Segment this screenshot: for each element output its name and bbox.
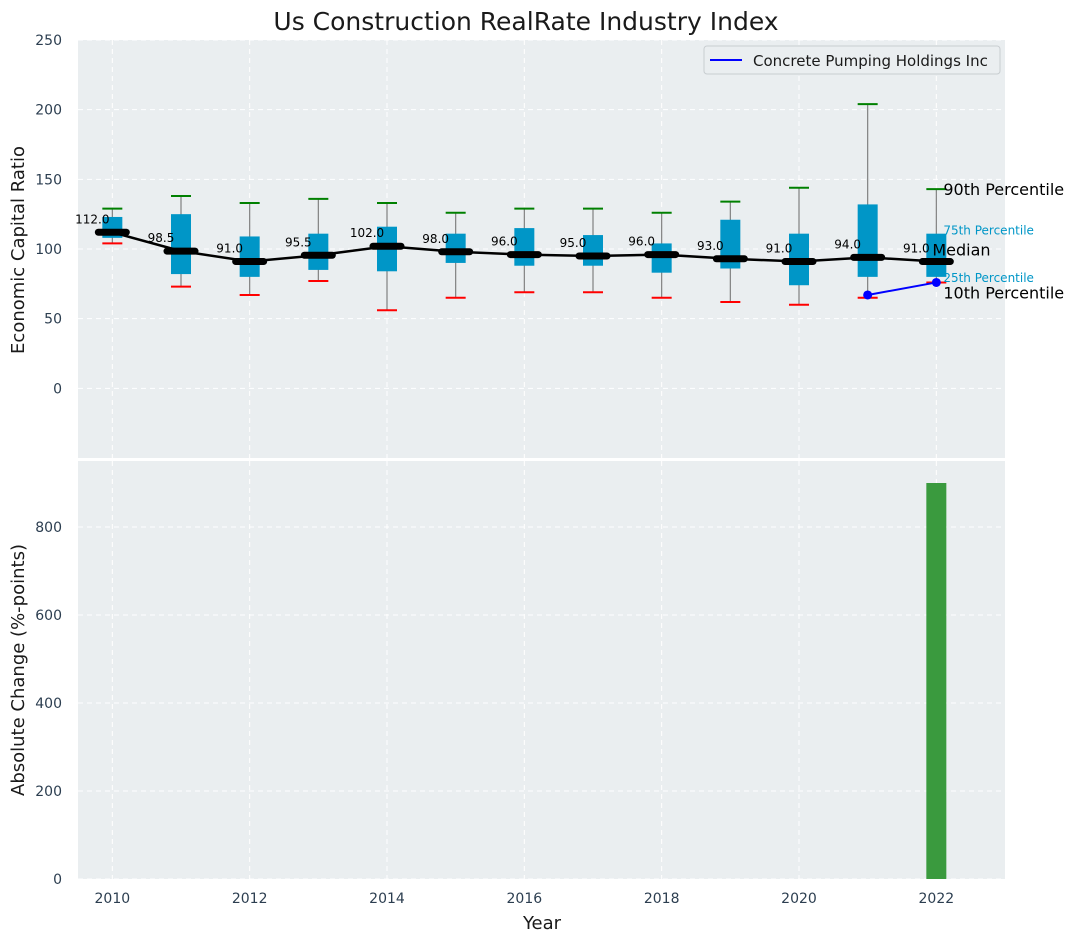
company-point: [932, 278, 941, 287]
top-y-tick-label: 100: [35, 242, 62, 258]
x-axis-label: Year: [522, 913, 562, 934]
x-tick-label: 2010: [95, 891, 131, 907]
top-y-axis-label: Economic Capital Ratio: [8, 146, 29, 354]
bottom-y-tick-label: 800: [35, 520, 62, 536]
median-value-label: 94.0: [834, 237, 861, 251]
chart-title: Us Construction RealRate Industry Index: [273, 7, 778, 36]
median-value-label: 95.0: [560, 236, 587, 250]
bottom-y-tick-label: 200: [35, 784, 62, 800]
x-tick-label: 2016: [507, 891, 543, 907]
median-value-label: 112.0: [75, 212, 109, 226]
chart-figure: Us Construction RealRate Industry Index …: [0, 0, 1080, 942]
company-point: [863, 290, 872, 299]
median-value-label: 93.0: [697, 239, 724, 253]
median-value-label: 98.5: [148, 231, 175, 245]
x-tick-label: 2012: [232, 891, 268, 907]
median-value-label: 96.0: [628, 235, 655, 249]
legend[interactable]: Concrete Pumping Holdings Inc: [704, 46, 1000, 74]
bottom-y-tick-label: 400: [35, 696, 62, 712]
bottom-y-tick-label: 0: [53, 872, 62, 888]
median-value-label: 102.0: [350, 226, 384, 240]
x-tick-label: 2014: [369, 891, 405, 907]
top-y-tick-label: 150: [35, 172, 62, 188]
median-value-label: 91.0: [766, 242, 793, 256]
top-y-tick-label: 0: [53, 381, 62, 397]
median-value-label: 98.0: [422, 232, 449, 246]
median-value-label: 96.0: [491, 235, 518, 249]
legend-label: Concrete Pumping Holdings Inc: [753, 52, 988, 70]
top-y-tick-label: 250: [35, 33, 62, 49]
x-tick-label: 2020: [781, 891, 817, 907]
median-value-label: 95.5: [285, 235, 312, 249]
annotation-90th-percentile: 90th Percentile: [943, 180, 1064, 199]
x-tick-label: 2022: [919, 891, 955, 907]
change-bars: [926, 483, 946, 879]
bottom-y-axis-label: Absolute Change (%-points): [8, 544, 29, 796]
bar-2022: [926, 483, 946, 879]
top-y-tick-label: 50: [44, 312, 62, 328]
median-value-label: 91.0: [216, 242, 243, 256]
x-tick-label: 2018: [644, 891, 680, 907]
top-y-tick-label: 200: [35, 103, 62, 119]
annotation-median: Median: [932, 241, 990, 260]
bottom-y-tick-label: 600: [35, 608, 62, 624]
bottom-panel-background: [78, 461, 1005, 879]
annotation-10th-percentile: 10th Percentile: [943, 283, 1064, 302]
median-value-label: 91.0: [903, 242, 930, 256]
annotation-75th-percentile: 75th Percentile: [943, 224, 1034, 238]
